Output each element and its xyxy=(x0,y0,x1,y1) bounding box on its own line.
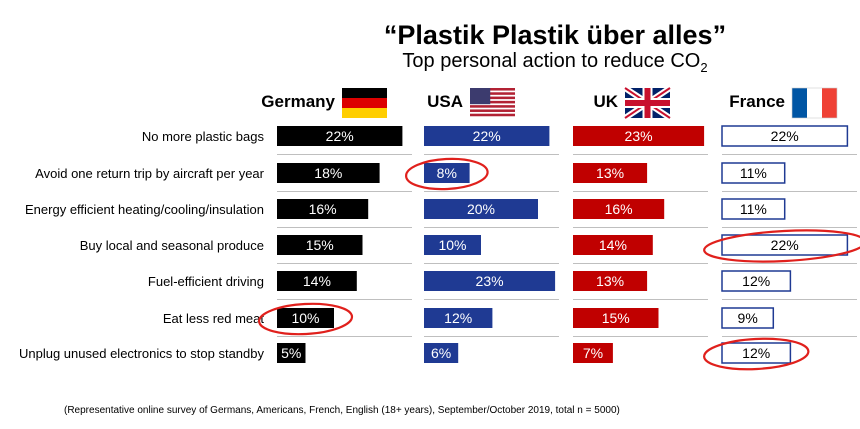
value-label-usa-7: 6% xyxy=(431,345,451,361)
value-label-uk-5: 13% xyxy=(596,273,624,289)
country-header-uk: UK xyxy=(593,92,618,111)
subtitle-text: Top personal action to reduce CO xyxy=(402,50,700,72)
value-label-france-5: 12% xyxy=(742,273,770,289)
value-label-germany-6: 10% xyxy=(291,310,319,326)
bar-usa-6 xyxy=(424,308,493,328)
bar-uk-3 xyxy=(573,199,665,219)
bar-germany-4 xyxy=(277,235,363,255)
bar-usa-4 xyxy=(424,235,481,255)
subtitle-subscript: 2 xyxy=(700,60,707,75)
bar-uk-2 xyxy=(573,163,648,183)
value-label-france-4: 22% xyxy=(771,237,799,253)
value-label-france-3: 11% xyxy=(740,201,767,217)
value-label-usa-5: 23% xyxy=(476,273,504,289)
category-label-fuel-efficient-driving: Fuel-efficient driving xyxy=(148,274,264,289)
value-label-france-7: 12% xyxy=(742,345,770,361)
bar-uk-4 xyxy=(573,235,653,255)
value-label-germany-5: 14% xyxy=(303,273,331,289)
germany-flag-icon xyxy=(342,88,387,118)
country-header-germany: Germany xyxy=(261,92,335,111)
value-label-uk-6: 15% xyxy=(602,310,630,326)
usa-flag-icon xyxy=(470,88,515,117)
category-label-no-more-plastic-bags: No more plastic bags xyxy=(142,129,265,144)
value-label-usa-6: 12% xyxy=(444,310,472,326)
country-header-france: France xyxy=(729,92,785,111)
chart-title: “Plastik Plastik über alles” xyxy=(384,20,726,50)
bar-uk-6 xyxy=(573,308,659,328)
country-headers: Germany USA UK France xyxy=(261,85,838,121)
bar-usa-1 xyxy=(424,126,550,146)
bar-germany-6 xyxy=(277,308,334,328)
value-label-germany-3: 16% xyxy=(309,201,337,217)
value-label-usa-3: 20% xyxy=(467,201,495,217)
bar-france-6 xyxy=(721,307,775,329)
chart-subtitle: Top personal action to reduce CO2 xyxy=(402,50,707,75)
value-label-uk-2: 13% xyxy=(596,165,624,181)
bar-usa-2 xyxy=(424,163,470,183)
france-flag-icon xyxy=(791,87,838,119)
category-label-unplug-unused-electronics-to-stop-standby: Unplug unused electronics to stop standb… xyxy=(19,346,264,361)
bar-germany-2 xyxy=(277,163,380,183)
value-label-germany-7: 5% xyxy=(281,345,301,361)
value-label-usa-1: 22% xyxy=(473,128,501,144)
bar-germany-3 xyxy=(277,199,369,219)
category-label-eat-less-red-meat: Eat less red meat xyxy=(163,311,265,326)
highlight-circle-france-4 xyxy=(703,229,860,263)
value-label-uk-1: 23% xyxy=(625,128,653,144)
bar-usa-5 xyxy=(424,271,556,291)
value-label-usa-2: 8% xyxy=(437,165,457,181)
bar-france-4 xyxy=(721,234,849,256)
footnote: (Representative online survey of Germans… xyxy=(64,405,620,416)
bar-germany-1 xyxy=(277,126,403,146)
country-header-usa: USA xyxy=(427,92,463,111)
highlight-circle-usa-2 xyxy=(405,157,489,191)
bar-uk-5 xyxy=(573,271,648,291)
uk-flag-icon xyxy=(623,85,672,121)
highlight-circle-france-7 xyxy=(703,337,810,371)
bar-france-1 xyxy=(721,125,849,147)
bar-germany-7 xyxy=(277,343,306,363)
bar-usa-3 xyxy=(424,199,538,219)
value-label-uk-4: 14% xyxy=(599,237,627,253)
bar-germany-5 xyxy=(277,271,357,291)
bar-france-3 xyxy=(721,198,786,220)
value-label-france-6: 9% xyxy=(738,310,758,326)
value-label-uk-3: 16% xyxy=(605,201,633,217)
value-label-usa-4: 10% xyxy=(438,237,466,253)
category-label-energy-efficient-heating-cooling-insulation: Energy efficient heating/cooling/insulat… xyxy=(25,202,264,217)
bar-uk-1 xyxy=(573,126,705,146)
value-label-france-2: 11% xyxy=(740,165,767,181)
value-label-france-1: 22% xyxy=(771,128,799,144)
highlight-circles xyxy=(258,157,860,371)
category-rows: No more plastic bags Avoid one return tri… xyxy=(19,129,857,361)
bar-uk-7 xyxy=(573,343,613,363)
bar-france-7 xyxy=(721,342,792,364)
value-label-germany-1: 22% xyxy=(326,128,354,144)
category-label-avoid-one-return-trip-by-aircraft-per-year: Avoid one return trip by aircraft per ye… xyxy=(35,166,264,181)
bar-france-5 xyxy=(721,270,792,292)
bar-usa-7 xyxy=(424,343,459,363)
value-label-germany-4: 15% xyxy=(306,237,334,253)
value-label-uk-7: 7% xyxy=(583,345,603,361)
category-label-buy-local-and-seasonal-produce: Buy local and seasonal produce xyxy=(80,238,264,253)
bars: 22% 18% 16% 15% 14% 10% 5% 22% 8% 20% 10% 23% 12% 6% 2… xyxy=(277,125,849,364)
bar-france-2 xyxy=(721,162,786,184)
highlight-circle-germany-6 xyxy=(258,302,354,336)
value-label-germany-2: 18% xyxy=(314,165,342,181)
